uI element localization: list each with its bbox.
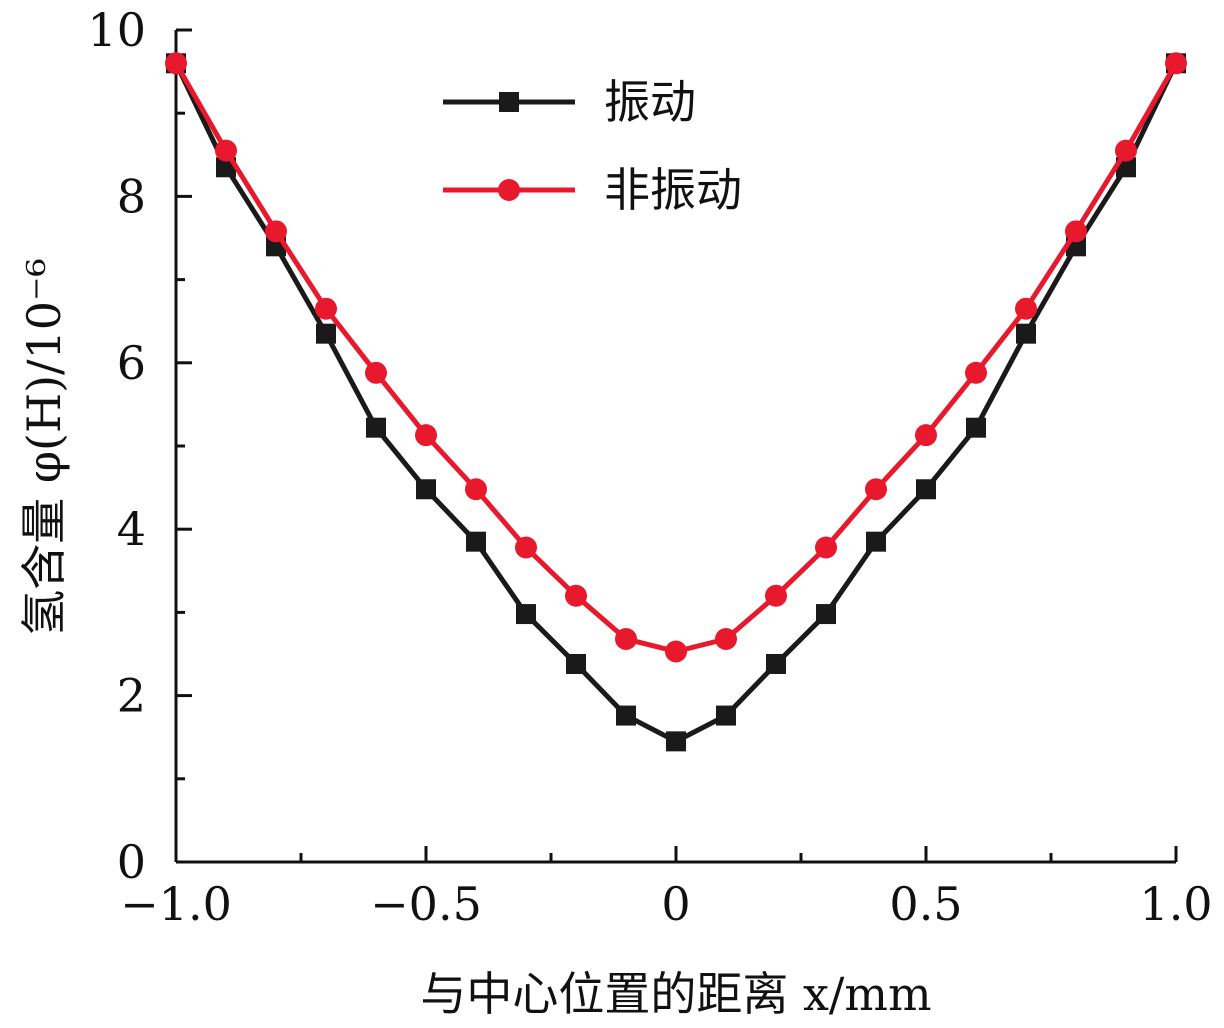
y-tick-label: 0 — [117, 835, 146, 889]
data-point-vibration — [416, 479, 436, 500]
data-point-non-vibration — [665, 640, 687, 663]
series-layer — [165, 52, 1187, 752]
data-point-vibration — [716, 705, 736, 726]
data-point-non-vibration — [1015, 297, 1037, 320]
data-point-non-vibration — [765, 584, 787, 607]
data-point-non-vibration — [565, 584, 587, 607]
data-point-vibration — [616, 705, 636, 726]
data-point-non-vibration — [465, 478, 487, 501]
y-tick-label: 8 — [117, 169, 146, 223]
y-axis-title: 氢含量 φ(H)/10⁻⁶ — [17, 258, 71, 636]
data-point-vibration — [666, 731, 686, 752]
data-point-non-vibration — [515, 536, 537, 559]
data-point-vibration — [566, 653, 586, 674]
data-point-non-vibration — [315, 297, 337, 320]
data-point-non-vibration — [265, 220, 287, 243]
data-point-non-vibration — [715, 628, 737, 651]
x-tick-label: 0 — [661, 877, 690, 931]
x-tick-label: 1.0 — [1139, 877, 1212, 931]
data-point-vibration — [366, 417, 386, 438]
data-point-vibration — [816, 604, 836, 625]
data-point-non-vibration — [165, 52, 187, 75]
data-point-vibration — [966, 417, 986, 438]
data-point-non-vibration — [915, 424, 937, 447]
data-point-non-vibration — [215, 139, 237, 162]
data-point-non-vibration — [615, 628, 637, 651]
data-point-vibration — [866, 531, 886, 552]
data-point-non-vibration — [815, 536, 837, 559]
data-point-non-vibration — [865, 478, 887, 501]
data-point-non-vibration — [965, 361, 987, 384]
data-point-vibration — [516, 604, 536, 625]
x-axis-title: 与中心位置的距离 x/mm — [420, 967, 931, 1021]
y-tick-label: 2 — [117, 669, 146, 723]
data-point-vibration — [1016, 323, 1036, 344]
data-point-non-vibration — [415, 424, 437, 447]
x-tick-label: 0.5 — [889, 877, 962, 931]
y-tick-label: 10 — [87, 3, 146, 57]
data-point-non-vibration — [365, 361, 387, 384]
x-tick-label: −0.5 — [370, 877, 482, 931]
legend-label-vibration: 振动 — [604, 75, 696, 129]
data-point-vibration — [766, 653, 786, 674]
legend-marker-non-vibration — [498, 179, 520, 201]
data-point-non-vibration — [1115, 139, 1137, 162]
data-point-vibration — [316, 323, 336, 344]
legend-label-non-vibration: 非振动 — [604, 163, 742, 217]
y-tick-label: 4 — [117, 502, 146, 556]
data-point-vibration — [466, 531, 486, 552]
axes: −1.0 −0.5 0 0.5 1.0 0 2 4 6 8 10 — [87, 3, 1212, 931]
data-point-vibration — [916, 479, 936, 500]
data-point-non-vibration — [1165, 52, 1187, 75]
series-non-vibration — [165, 52, 1187, 663]
legend-marker-vibration — [499, 92, 519, 112]
series-line-non-vibration — [173, 62, 1179, 654]
x-tick-label: −1.0 — [120, 877, 232, 931]
data-point-non-vibration — [1065, 220, 1087, 243]
y-tick-label: 6 — [117, 336, 146, 390]
